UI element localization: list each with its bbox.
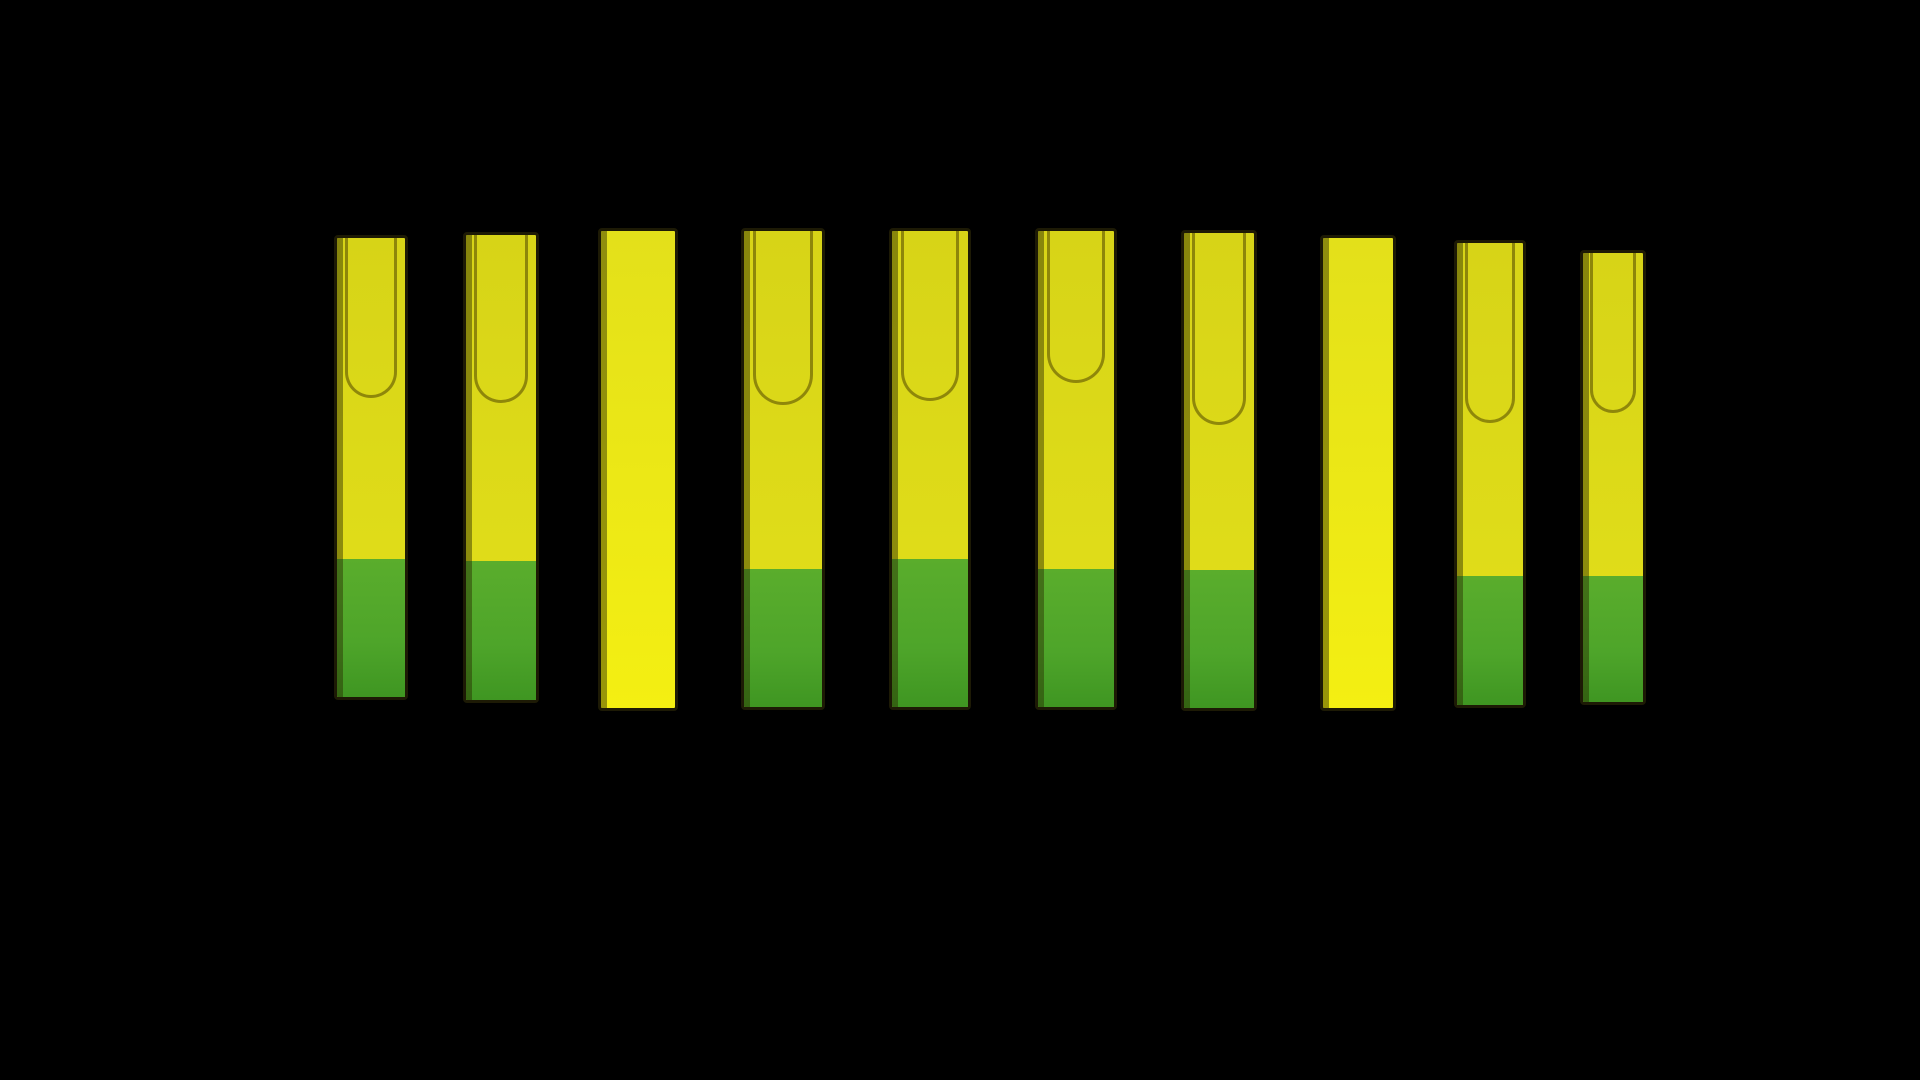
test-tube bbox=[741, 228, 825, 710]
inner-tube-outline bbox=[474, 235, 528, 403]
green-liquid bbox=[1038, 568, 1114, 707]
green-liquid bbox=[1184, 570, 1254, 708]
green-liquid bbox=[744, 568, 822, 707]
inner-tube-outline bbox=[1590, 253, 1636, 413]
tube-edge-shadow bbox=[744, 231, 750, 707]
test-tube bbox=[334, 235, 408, 700]
yellow-liquid bbox=[601, 231, 675, 708]
tube-edge-shadow bbox=[466, 235, 472, 700]
tube-edge-shadow bbox=[1323, 238, 1329, 708]
tube-edge-shadow bbox=[1457, 243, 1463, 705]
green-liquid bbox=[892, 559, 968, 707]
test-tube bbox=[1580, 250, 1646, 705]
test-tube bbox=[463, 232, 539, 703]
tube-edge-shadow bbox=[601, 231, 607, 708]
green-liquid bbox=[1457, 575, 1523, 705]
inner-tube-outline bbox=[1047, 231, 1105, 383]
test-tube bbox=[1454, 240, 1526, 708]
green-liquid bbox=[466, 560, 536, 700]
inner-tube-outline bbox=[345, 238, 397, 398]
yellow-liquid bbox=[1323, 238, 1393, 708]
green-liquid bbox=[337, 559, 405, 697]
test-tube bbox=[889, 228, 971, 710]
tube-edge-shadow bbox=[1038, 231, 1044, 707]
tube-edge-shadow bbox=[892, 231, 898, 707]
tube-edge-shadow bbox=[337, 238, 343, 697]
test-tube bbox=[1035, 228, 1117, 710]
inner-tube-outline bbox=[901, 231, 959, 401]
inner-tube-outline bbox=[1464, 243, 1516, 423]
inner-tube-outline bbox=[753, 231, 813, 405]
tube-edge-shadow bbox=[1184, 233, 1190, 708]
test-tube bbox=[1320, 235, 1396, 711]
test-tube bbox=[598, 228, 678, 711]
tube-edge-shadow bbox=[1583, 253, 1589, 702]
test-tube bbox=[1181, 230, 1257, 711]
inner-tube-outline bbox=[1192, 233, 1246, 425]
green-liquid bbox=[1583, 576, 1643, 702]
